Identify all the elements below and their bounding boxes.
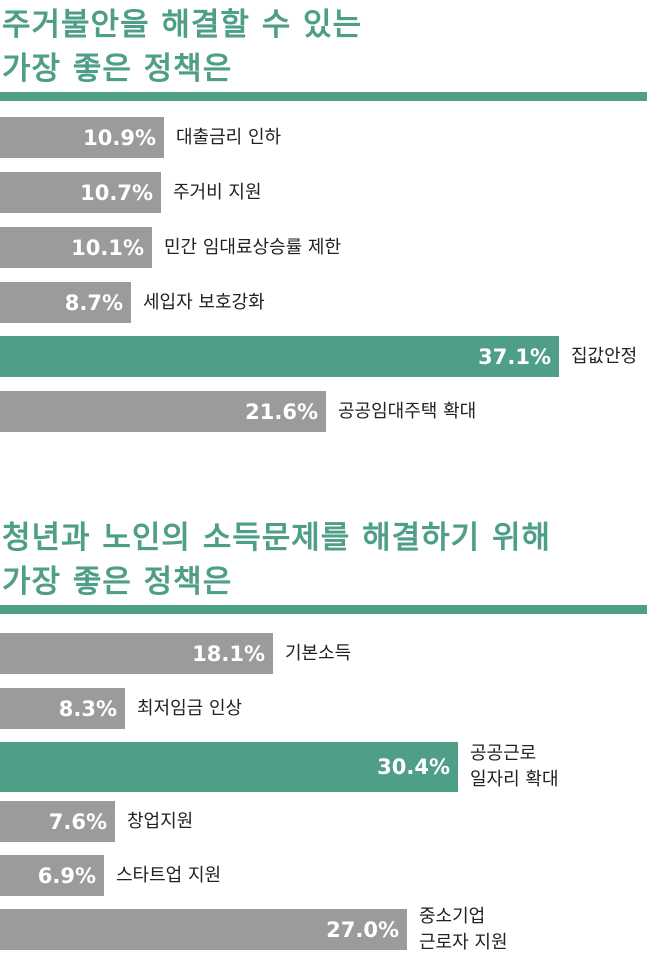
chart-housing-policy: 주거불안을 해결할 수 있는 가장 좋은 정책은 10.9% 대출금리 인하 10.… [0,0,647,440]
bar-3: 30.4% [0,742,458,792]
bar-6: 21.6% [0,391,326,432]
category-label: 최저임금 인상 [137,697,243,719]
category-label: 공공근로 일자리 확대 [470,743,559,790]
bar-value-label: 30.4% [377,755,450,779]
category-label: 스타트업 지원 [116,864,222,886]
bar-value-label: 18.1% [192,641,265,666]
bar-1: 10.9% [0,117,164,158]
bar-value-label: 10.9% [83,125,156,150]
category-label: 창업지원 [127,810,194,832]
title-divider [0,605,647,614]
category-label: 집값안정 [571,345,638,367]
category-label: 대출금리 인하 [176,126,282,148]
chart-title-line-1: 청년과 노인의 소득문제를 해결하기 위해 [2,520,552,556]
bar-value-label: 37.1% [478,344,551,369]
bar-2: 8.3% [0,688,125,729]
bar-value-label: 7.6% [48,809,107,834]
bar-4: 8.7% [0,282,131,323]
bar-5: 37.1% [0,336,559,377]
bar-value-label: 8.3% [58,696,117,721]
category-label: 기본소득 [285,642,352,664]
bar-value-label: 27.0% [326,917,399,942]
category-label: 중소기업 근로자 지원 [419,905,508,953]
title-divider [0,92,647,101]
bar-value-label: 8.7% [64,290,123,315]
bar-value-label: 6.9% [37,863,96,888]
category-label: 민간 임대료상승률 제한 [164,236,342,258]
bar-2: 10.7% [0,172,161,213]
chart-title-line-2: 가장 좋은 정책은 [2,51,233,87]
bar-3: 10.1% [0,227,152,268]
bar-value-label: 10.7% [80,180,153,205]
category-label: 주거비 지원 [173,181,262,203]
category-label: 공공임대주택 확대 [338,400,477,422]
chart-title-line-2: 가장 좋은 정책은 [2,564,233,600]
bar-value-label: 21.6% [245,399,318,424]
category-label: 세입자 보호강화 [143,291,265,313]
chart-title-line-1: 주거불안을 해결할 수 있는 [2,7,363,43]
bar-value-label: 10.1% [71,235,144,260]
bar-6: 27.0% [0,909,407,950]
bar-5: 6.9% [0,855,104,896]
bar-1: 18.1% [0,633,273,674]
bar-4: 7.6% [0,801,115,842]
